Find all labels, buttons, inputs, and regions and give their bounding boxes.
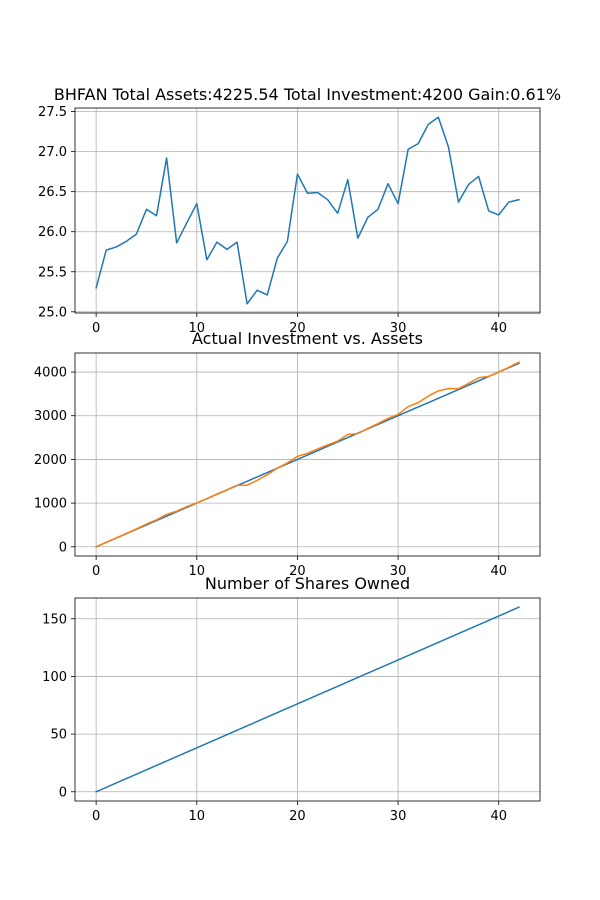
x-tick-label: 10 xyxy=(189,321,206,336)
x-tick-label: 0 xyxy=(92,564,100,579)
y-tick-label: 150 xyxy=(42,612,67,627)
y-tick-label: 100 xyxy=(42,670,67,685)
axes-frame xyxy=(74,107,541,314)
series-line-1 xyxy=(95,606,520,793)
series-line-1 xyxy=(95,362,520,548)
axes-frame xyxy=(74,597,541,802)
x-tick-label: 10 xyxy=(189,809,206,824)
x-tick-label: 0 xyxy=(92,321,100,336)
chart-title: Actual Investment vs. Assets xyxy=(192,329,423,348)
y-tick-label: 4000 xyxy=(34,366,67,381)
series-line-1 xyxy=(95,116,520,305)
y-tick-label: 26.0 xyxy=(38,225,67,240)
x-tick-label: 40 xyxy=(490,564,507,579)
chart-panel-investment: 0 10 20 30 40 0 1000 2000 3000 4000 Actual Investm… xyxy=(34,329,541,579)
x-tick-label: 30 xyxy=(390,564,407,579)
axes-frame xyxy=(74,352,541,557)
y-tick-label: 27.0 xyxy=(38,145,67,160)
x-tick-label: 40 xyxy=(490,321,507,336)
x-tick-label: 20 xyxy=(289,809,306,824)
x-tick-label: 30 xyxy=(390,321,407,336)
y-tick-label: 25.0 xyxy=(38,305,67,320)
chart-panel-shares: 0 10 20 30 40 0 50 100 150 Number of Shares Owned xyxy=(42,574,541,824)
y-tick-label: 50 xyxy=(50,728,67,743)
y-tick-label: 27.5 xyxy=(38,105,67,120)
x-tick-label: 10 xyxy=(189,564,206,579)
plot-area xyxy=(75,108,540,313)
y-tick-label: 1000 xyxy=(34,497,67,512)
x-tick-label: 20 xyxy=(289,321,306,336)
chart-title: BHFAN Total Assets:4225.54 Total Investm… xyxy=(54,85,561,104)
x-tick-label: 30 xyxy=(390,809,407,824)
x-tick-label: 40 xyxy=(490,809,507,824)
y-tick-label: 2000 xyxy=(34,453,67,468)
y-tick-label: 0 xyxy=(59,540,67,555)
x-tick-label: 0 xyxy=(92,809,100,824)
series-line-2 xyxy=(95,361,520,548)
y-tick-label: 25.5 xyxy=(38,265,67,280)
x-tick-label: 20 xyxy=(289,564,306,579)
y-tick-label: 3000 xyxy=(34,409,67,424)
y-tick-label: 26.5 xyxy=(38,185,67,200)
y-tick-label: 0 xyxy=(59,785,67,800)
chart-title: Number of Shares Owned xyxy=(205,574,410,593)
